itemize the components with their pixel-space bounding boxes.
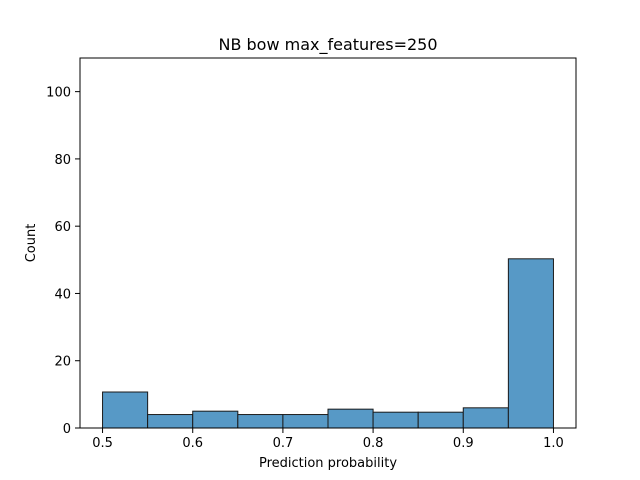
histogram-bar [372,411,419,429]
histogram-bar [282,414,329,429]
histogram-bar [507,258,554,429]
y-tick-label: 80 [54,153,71,168]
histogram-bar [237,414,284,429]
y-tick-label: 60 [54,220,71,235]
x-axis-label: Prediction probability [259,456,397,471]
plot-frame [79,57,577,429]
y-tick-label: 100 [46,86,71,101]
x-tick-label: 0.5 [92,436,113,451]
histogram-bar [147,414,194,429]
x-tick-label: 0.6 [182,436,203,451]
x-tick-label: 0.8 [363,436,384,451]
y-tick-label: 20 [54,355,71,370]
chart-title: NB bow max_features=250 [218,35,437,55]
histogram-bar [192,410,239,429]
x-tick-label: 0.9 [453,436,474,451]
y-axis-label: Count [24,224,39,263]
x-axis-ticks: 0.5 0.6 0.7 0.8 0.9 1.0 [92,428,564,451]
x-tick-label: 0.7 [273,436,294,451]
y-tick-label: 40 [54,287,71,302]
histogram-bar [327,408,374,429]
histogram-bar [462,407,509,429]
y-tick-label: 0 [63,422,71,437]
x-tick-label: 1.0 [543,436,564,451]
y-axis-ticks: 0 20 40 60 80 100 [46,86,80,437]
histogram-bar [417,411,464,429]
histogram-bars [102,258,554,429]
histogram-bar [102,391,149,429]
